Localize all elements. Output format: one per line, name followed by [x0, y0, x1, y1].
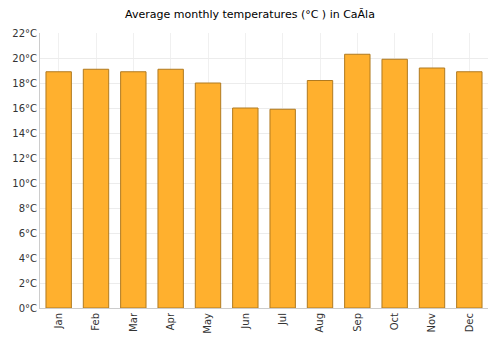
svg-text:18°C: 18°C: [12, 78, 37, 89]
svg-text:May: May: [202, 313, 213, 334]
svg-text:Aug: Aug: [314, 313, 325, 333]
svg-text:8°C: 8°C: [19, 203, 37, 214]
svg-text:Dec: Dec: [464, 313, 475, 332]
svg-text:4°C: 4°C: [19, 253, 37, 264]
svg-text:20°C: 20°C: [12, 53, 37, 64]
svg-text:6°C: 6°C: [19, 228, 37, 239]
svg-text:Average monthly temperatures (: Average monthly temperatures (°C ) in Ca…: [125, 8, 375, 21]
svg-text:Apr: Apr: [165, 312, 176, 330]
svg-text:Oct: Oct: [389, 313, 400, 330]
svg-text:Jan: Jan: [53, 313, 64, 329]
svg-text:Nov: Nov: [426, 313, 437, 333]
svg-text:Jul: Jul: [277, 313, 288, 326]
svg-text:22°C: 22°C: [12, 28, 37, 39]
svg-text:2°C: 2°C: [19, 278, 37, 289]
svg-text:Mar: Mar: [128, 312, 139, 332]
svg-text:14°C: 14°C: [12, 128, 37, 139]
svg-text:Sep: Sep: [352, 313, 363, 332]
svg-text:12°C: 12°C: [12, 153, 37, 164]
svg-text:10°C: 10°C: [12, 178, 37, 189]
svg-text:0°C: 0°C: [19, 303, 37, 314]
svg-text:Jun: Jun: [240, 313, 251, 330]
svg-text:16°C: 16°C: [12, 103, 37, 114]
svg-text:Feb: Feb: [90, 313, 101, 331]
